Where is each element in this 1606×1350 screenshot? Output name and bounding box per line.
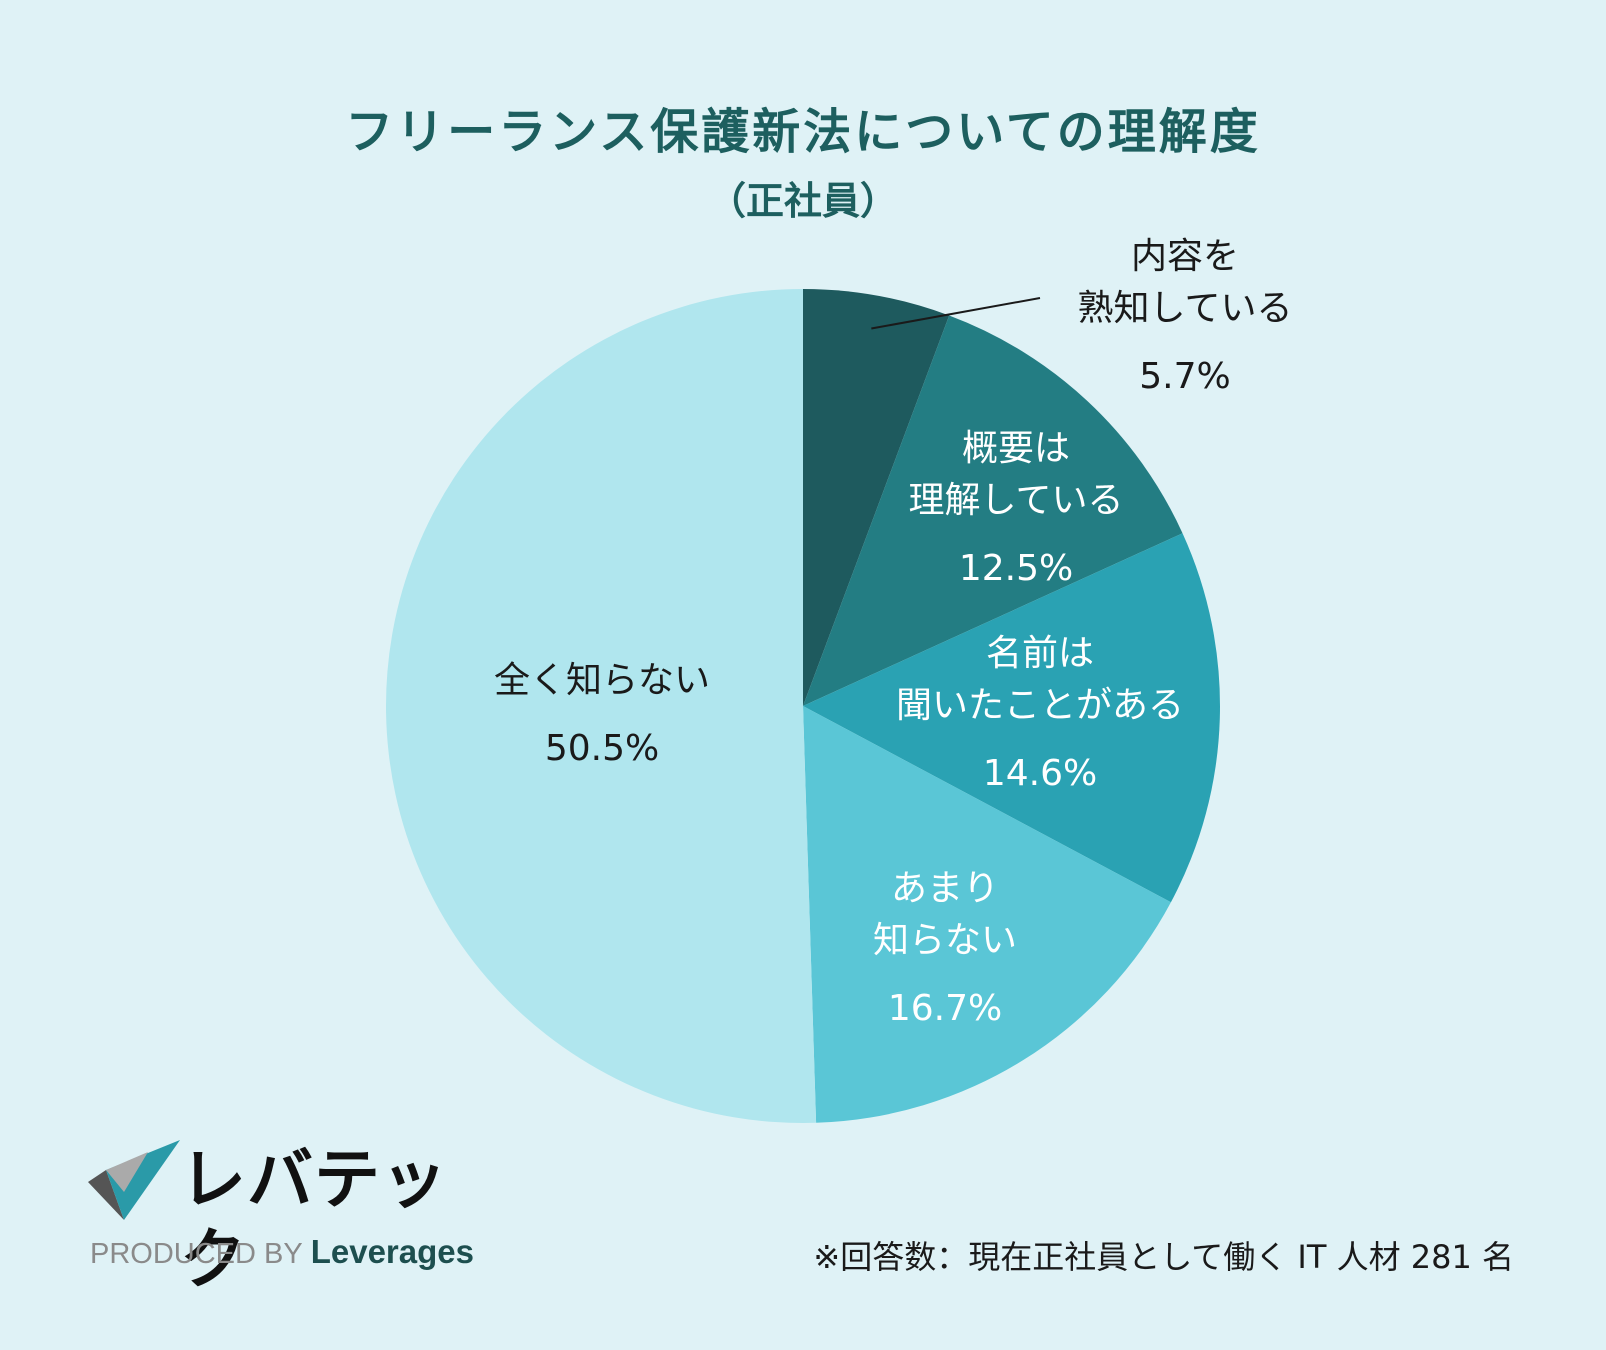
logo-wordmark: レバテック bbox=[180, 1141, 448, 1298]
slice-percent-3: 14.6% bbox=[983, 753, 1097, 794]
pie-slice-5 bbox=[385, 289, 817, 1123]
slice-percent-4: 16.7% bbox=[888, 988, 1002, 1029]
pie-slice-3 bbox=[803, 533, 1221, 903]
brand-name: Leverages bbox=[310, 1233, 474, 1270]
slice-label-4: 知らない bbox=[873, 920, 1017, 961]
slice-label-1: 熟知している bbox=[1078, 288, 1293, 329]
slice-label-2: 概要は bbox=[962, 428, 1070, 469]
pie-slice-1 bbox=[803, 289, 950, 706]
pie-slice-2 bbox=[803, 315, 1183, 706]
slice-percent-2: 12.5% bbox=[959, 548, 1073, 589]
pie-slice-4 bbox=[803, 706, 1171, 1123]
slice-label-3: 聞いたことがある bbox=[896, 685, 1184, 726]
slice-label-4: あまり bbox=[891, 868, 999, 909]
chart-subtitle: （正社員） bbox=[707, 179, 898, 223]
slice-label-2: 理解している bbox=[909, 480, 1124, 521]
slice-percent-5: 50.5% bbox=[545, 728, 659, 769]
slice-percent-1: 5.7% bbox=[1139, 356, 1230, 397]
slice-label-1: 内容を bbox=[1131, 236, 1239, 277]
chart-title: フリーランス保護新法についての理解度 bbox=[345, 104, 1261, 160]
produced-by-label: PRODUCED BY bbox=[90, 1238, 303, 1270]
logo-check-icon bbox=[88, 1140, 180, 1220]
logo: レバテック bbox=[88, 1140, 488, 1298]
slice-label-5: 全く知らない bbox=[494, 660, 710, 701]
slice-label-3: 名前は bbox=[986, 633, 1094, 674]
leader-line bbox=[871, 297, 1041, 330]
footnote: ※回答数：現在正社員として働く IT 人材 281 名 bbox=[813, 1238, 1514, 1276]
produced-by: PRODUCED BY Leverages bbox=[90, 1233, 474, 1271]
